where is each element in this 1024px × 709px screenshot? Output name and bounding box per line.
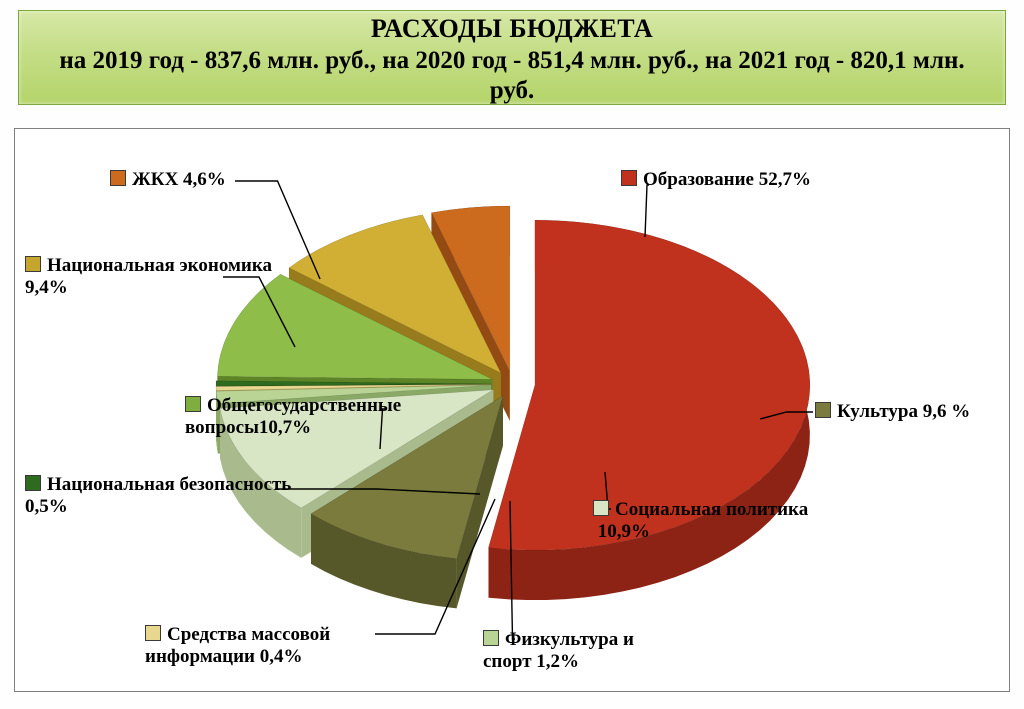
legend-swatch [483, 630, 499, 646]
chart-frame: Образование 52,7% Культура 9,6 % Социальна… [14, 128, 1010, 692]
legend-swatch [815, 402, 831, 418]
slice-label: Национальная безопасность 0,5% [25, 474, 291, 518]
header-subtitle: на 2019 год - 837,6 млн. руб., на 2020 г… [39, 46, 985, 106]
header-banner: РАСХОДЫ БЮДЖЕТА на 2019 год - 837,6 млн.… [18, 10, 1006, 105]
leader-line [645, 185, 649, 237]
slice-label: ЖКХ 4,6% [110, 169, 226, 191]
slice-label: Национальная экономика 9,4% [25, 255, 272, 299]
legend-swatch [621, 170, 637, 186]
header-title: РАСХОДЫ БЮДЖЕТА [39, 14, 985, 44]
slice-label: Общегосударственные вопросы10,7% [185, 395, 401, 439]
slice-label: Социальная политика 10,9% [593, 499, 808, 543]
slice-label: Культура 9,6 % [815, 401, 970, 423]
legend-swatch [185, 396, 201, 412]
legend-swatch [25, 256, 41, 272]
legend-swatch [145, 625, 161, 641]
legend-swatch [110, 170, 126, 186]
legend-swatch [593, 500, 609, 516]
slice-label: Образование 52,7% [621, 169, 811, 191]
slice-label: Средства массовой информации 0,4% [145, 624, 330, 668]
slice-label: Физкультура и спорт 1,2% [483, 629, 634, 673]
legend-swatch [25, 475, 41, 491]
